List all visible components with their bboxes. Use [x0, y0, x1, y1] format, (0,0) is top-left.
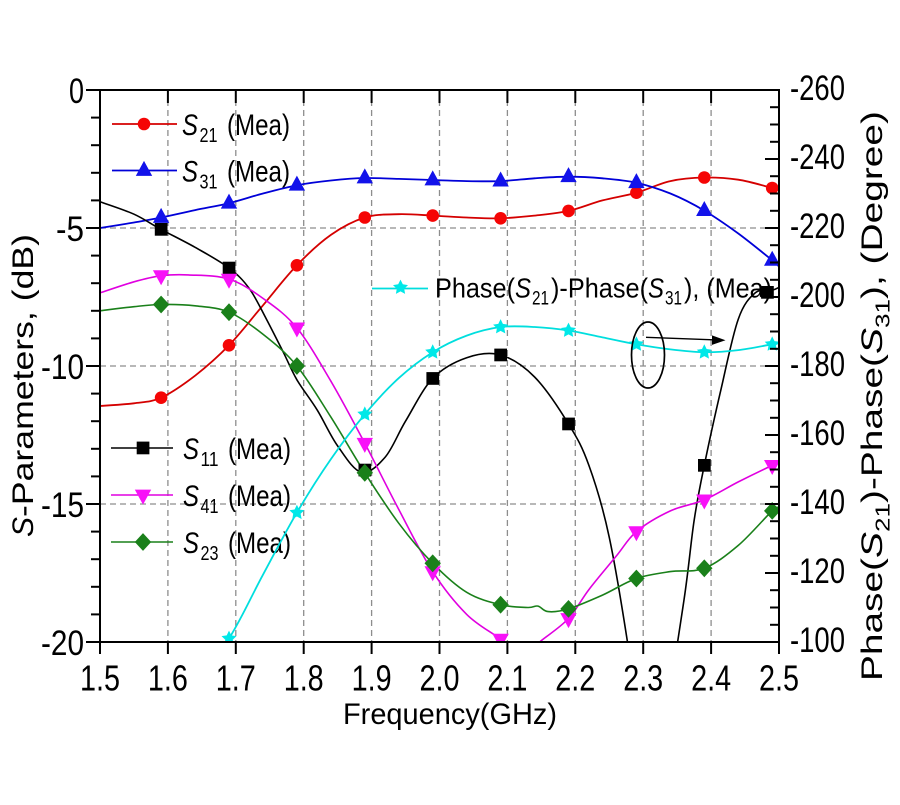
- svg-text:S: S: [182, 109, 198, 142]
- svg-text:1.5: 1.5: [80, 658, 120, 699]
- svg-text:-15: -15: [41, 486, 84, 525]
- svg-text:41: 41: [201, 496, 219, 518]
- svg-text:1.6: 1.6: [148, 658, 188, 699]
- svg-text:2.0: 2.0: [420, 658, 460, 699]
- svg-text:(Mea): (Mea): [228, 433, 291, 466]
- svg-text:), (Mea): ), (Mea): [684, 273, 772, 304]
- svg-text:-10: -10: [41, 348, 84, 387]
- svg-text:)-Phase(: )-Phase(: [551, 273, 649, 304]
- svg-text:-180: -180: [790, 345, 845, 384]
- svg-text:0: 0: [69, 72, 84, 111]
- svg-text:-220: -220: [790, 207, 845, 246]
- svg-text:Phase(: Phase(: [856, 558, 889, 681]
- svg-text:31: 31: [200, 172, 218, 194]
- svg-text:S: S: [7, 517, 40, 537]
- svg-text:-100: -100: [790, 621, 845, 660]
- svg-text:2.5: 2.5: [759, 658, 799, 699]
- svg-text:(Mea): (Mea): [227, 156, 290, 189]
- svg-text:2.3: 2.3: [623, 658, 663, 699]
- svg-text:S: S: [183, 433, 199, 466]
- svg-text:21: 21: [200, 125, 218, 147]
- svg-text:1.8: 1.8: [284, 658, 324, 699]
- svg-text:S: S: [183, 527, 199, 560]
- svg-text:2.1: 2.1: [487, 658, 527, 699]
- svg-text:31: 31: [665, 289, 682, 310]
- svg-text:S: S: [182, 156, 198, 189]
- svg-text:-260: -260: [790, 69, 845, 108]
- svg-text:S: S: [856, 328, 889, 354]
- svg-text:2.2: 2.2: [555, 658, 595, 699]
- svg-text:(Mea): (Mea): [228, 527, 291, 560]
- svg-text:-20: -20: [41, 624, 84, 663]
- svg-text:(Mea): (Mea): [228, 480, 291, 513]
- svg-text:31: 31: [873, 299, 895, 328]
- svg-text:-Parameters, (dB): -Parameters, (dB): [7, 234, 40, 517]
- svg-text:Frequency(GHz): Frequency(GHz): [343, 698, 557, 731]
- svg-text:-120: -120: [790, 552, 845, 591]
- svg-text:-160: -160: [790, 414, 845, 453]
- svg-text:(Mea): (Mea): [227, 109, 290, 142]
- svg-text:)-Phase(: )-Phase(: [856, 354, 889, 503]
- svg-text:S: S: [183, 480, 199, 513]
- svg-text:1.9: 1.9: [352, 658, 392, 699]
- svg-text:Phase(: Phase(: [435, 273, 516, 304]
- svg-text:-5: -5: [56, 210, 84, 249]
- svg-text:2.4: 2.4: [691, 658, 731, 699]
- svg-text:S: S: [515, 273, 531, 304]
- svg-text:21: 21: [532, 289, 549, 310]
- svg-text:1.7: 1.7: [216, 658, 256, 699]
- svg-text:-240: -240: [790, 138, 845, 177]
- svg-text:11: 11: [201, 449, 219, 471]
- svg-text:23: 23: [201, 543, 219, 565]
- svg-text:-140: -140: [790, 483, 845, 522]
- svg-text:S: S: [648, 273, 664, 304]
- svg-text:S: S: [856, 532, 889, 558]
- svg-text:-200: -200: [790, 276, 845, 315]
- svg-text:21: 21: [873, 503, 895, 532]
- svg-text:), (Degree): ), (Degree): [856, 111, 889, 299]
